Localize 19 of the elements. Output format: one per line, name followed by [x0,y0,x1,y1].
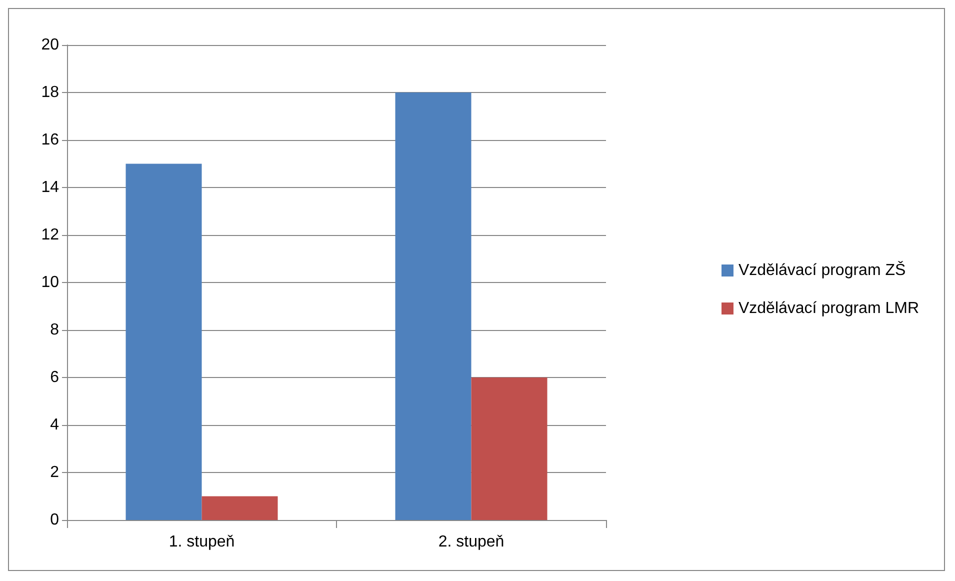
bar [126,164,202,520]
y-tick-label: 12 [41,226,60,244]
y-tick-label: 16 [41,132,60,148]
legend-label: Vzdělávací program ZŠ [738,261,906,279]
bar [202,496,278,520]
y-tick-label: 18 [41,84,60,101]
legend-label: Vzdělávací program LMR [738,300,919,317]
bar [471,378,548,520]
y-tick-label: 0 [50,512,60,528]
y-tick-label: 8 [50,322,60,338]
y-tick-label: 4 [50,416,60,434]
x-tick-label: 2. stupeň [438,534,504,550]
y-tick-label: 2 [50,464,60,481]
y-tick-label: 14 [41,179,60,196]
x-tick-label: 1. stupeň [168,534,235,550]
y-tick-label: 6 [50,369,60,386]
y-tick-label: 10 [41,274,60,291]
bar [395,92,472,520]
y-tick-label: 20 [41,36,60,54]
